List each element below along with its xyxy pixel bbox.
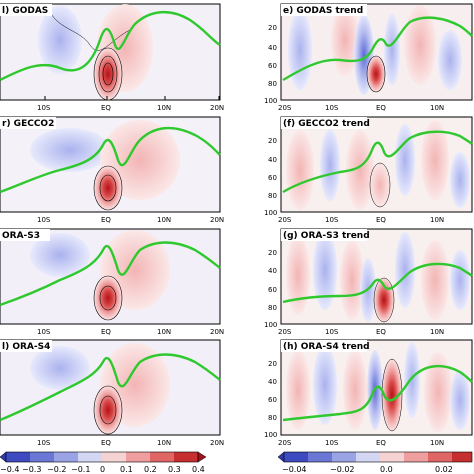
x-tick-label: 10S: [325, 328, 339, 336]
colorbar-tick: −0.3: [22, 465, 41, 474]
panel-ora-s4-trend: (h) ORA-S4 trend 20 40 60 80 100 20S 10S…: [264, 339, 473, 447]
y-tick-label: 20: [268, 137, 277, 145]
x-tick-label: 10S: [325, 104, 339, 112]
x-tick-label: EQ: [376, 328, 386, 336]
panel-ora-s3-trend: (g) ORA-S3 trend 20 40 60 80 100 20S 10S…: [264, 228, 473, 336]
y-tick-label: 100: [264, 97, 277, 105]
x-tick-label: 10N: [430, 328, 444, 336]
panel-label: l) ORA-S4: [2, 342, 50, 352]
x-tick-label: 10S: [37, 328, 51, 336]
panel-label: r) GECCO2: [2, 119, 54, 129]
y-tick-label: 40: [268, 156, 277, 164]
x-tick-label: 10S: [37, 216, 51, 224]
x-tick-label: 20S: [278, 328, 292, 336]
y-tick-label: 60: [268, 174, 277, 182]
y-tick-label: 60: [268, 396, 277, 404]
panel-label: (h) ORA-S4 trend: [283, 342, 370, 352]
y-tick-label: 60: [268, 286, 277, 294]
panel-gecco2-trend: (f) GECCO2 trend 20 40 60 80 100 20S 10S…: [264, 116, 473, 224]
y-tick-label: 60: [268, 62, 277, 70]
x-tick-label: 20N: [210, 439, 224, 447]
x-tick-label: 10S: [37, 439, 51, 447]
x-tick-label: EQ: [101, 328, 111, 336]
x-tick-label: 20N: [210, 104, 224, 112]
x-tick-label: EQ: [376, 104, 386, 112]
y-tick-label: 80: [268, 414, 277, 422]
x-tick-label: EQ: [376, 439, 386, 447]
x-tick-label: 20N: [210, 328, 224, 336]
y-tick-label: 100: [264, 321, 277, 329]
x-tick-label: EQ: [101, 439, 111, 447]
x-tick-label: 20N: [210, 216, 224, 224]
colorbar-tick: 0.3: [168, 465, 181, 474]
x-tick-label: 10S: [37, 104, 51, 112]
colorbar-tick: 0: [100, 465, 105, 474]
x-tick-label: 20S: [278, 439, 292, 447]
panel-gecco2: r) GECCO2 10S EQ 10N 20N: [0, 116, 224, 224]
panel-label: ORA-S3: [2, 231, 40, 241]
y-tick-label: 80: [268, 80, 277, 88]
colorbar-tick: 0.1: [120, 465, 133, 474]
x-tick-label: 10N: [430, 216, 444, 224]
y-tick-label: 40: [268, 267, 277, 275]
colorbar-tick: −0.1: [71, 465, 90, 474]
y-tick-label: 80: [268, 304, 277, 312]
x-tick-label: EQ: [101, 216, 111, 224]
x-tick-label: 10N: [157, 216, 171, 224]
panel-ora-s4: l) ORA-S4 10S EQ 10N 20N: [0, 339, 224, 447]
colorbar-right: −0.04 −0.02 0.0 0.02: [277, 451, 473, 474]
colorbar-tick: −0.4: [0, 465, 19, 474]
colorbar-tick: −0.04: [282, 465, 307, 474]
x-tick-label: 10S: [325, 439, 339, 447]
panel-godas: l) GODAS 10S EQ 10N 20N: [0, 3, 224, 112]
y-tick-label: 40: [268, 44, 277, 52]
x-tick-label: 20S: [278, 104, 292, 112]
panel-label: (f) GECCO2 trend: [283, 119, 370, 129]
colorbar-tick: −0.2: [47, 465, 66, 474]
x-tick-label: 10N: [157, 328, 171, 336]
colorbar-left: −0.4 −0.3 −0.2 −0.1 0 0.1 0.2 0.3 0.4: [0, 451, 207, 474]
x-tick-label: 20S: [278, 216, 292, 224]
y-tick-label: 80: [268, 192, 277, 200]
x-tick-label: 10N: [430, 439, 444, 447]
panel-label: (g) ORA-S3 trend: [283, 231, 370, 241]
y-tick-label: 20: [268, 249, 277, 257]
y-tick-label: 100: [264, 431, 277, 439]
y-tick-label: 40: [268, 378, 277, 386]
x-tick-label: 10N: [157, 104, 171, 112]
colorbar-tick: 0.2: [144, 465, 157, 474]
x-tick-label: EQ: [101, 104, 111, 112]
x-tick-label: 10N: [157, 439, 171, 447]
colorbar-tick: 0.0: [380, 465, 393, 474]
x-tick-label: 10N: [430, 104, 444, 112]
panel-label: e) GODAS trend: [283, 6, 363, 16]
colorbar-tick: −0.02: [330, 465, 355, 474]
panel-ora-s3: ORA-S3 10S EQ 10N 20N: [0, 228, 224, 336]
y-tick-label: 20: [268, 24, 277, 32]
panel-godas-trend: e) GODAS trend 20 40 60 80 100 20S 10S E…: [264, 3, 473, 112]
x-tick-label: 10S: [325, 216, 339, 224]
panel-label: l) GODAS: [2, 6, 48, 16]
y-tick-label: 20: [268, 360, 277, 368]
y-tick-label: 100: [264, 209, 277, 217]
colorbar-tick: 0.02: [435, 465, 453, 474]
colorbar-tick: 0.4: [192, 465, 205, 474]
x-tick-label: EQ: [376, 216, 386, 224]
